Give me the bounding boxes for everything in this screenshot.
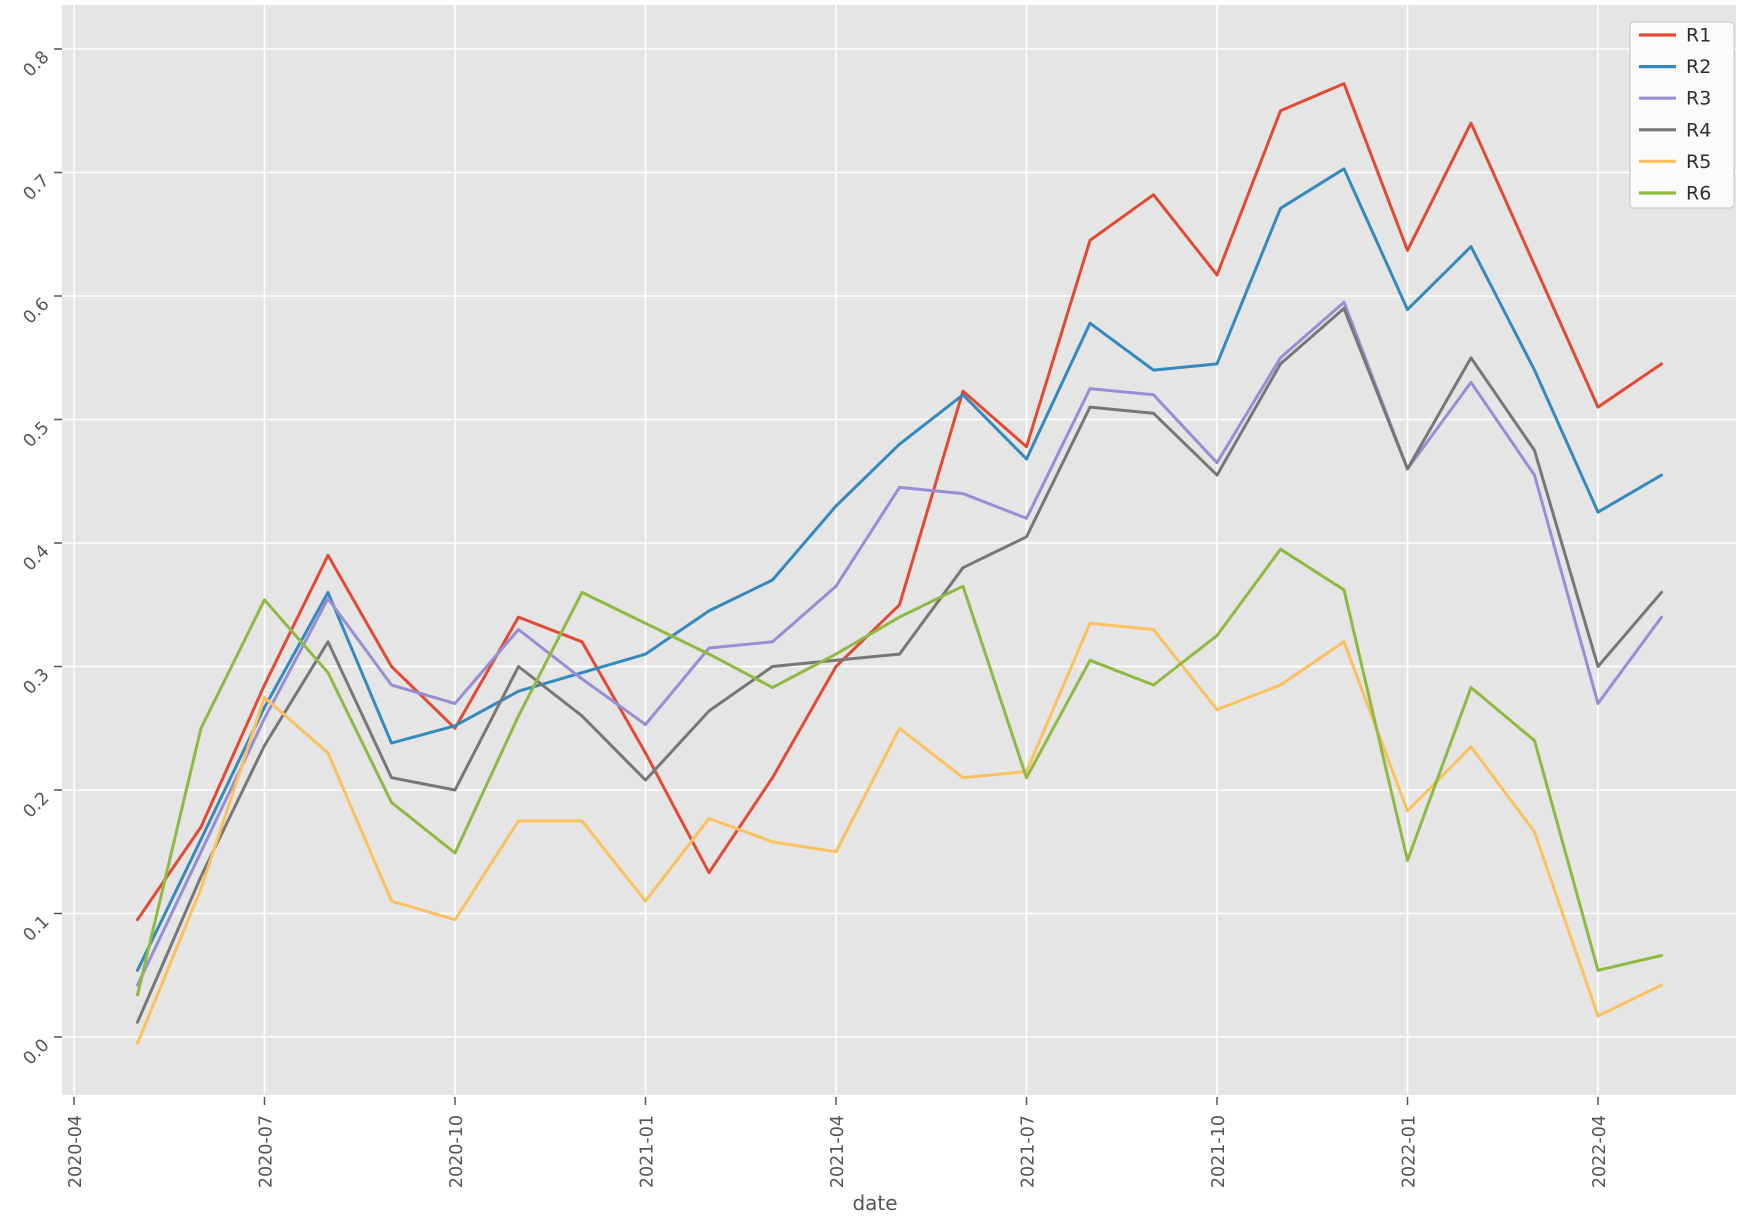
plot-area: [62, 5, 1736, 1095]
legend-box: [1629, 21, 1735, 209]
x-tick-label: 2021-07: [1019, 1115, 1039, 1188]
y-tick-label: 0.0: [20, 1035, 54, 1069]
y-tick-label: 0.6: [20, 294, 54, 328]
y-tick-label: 0.8: [20, 47, 54, 81]
legend-label-R5: R5: [1686, 151, 1711, 173]
x-tick-label: 2020-10: [447, 1115, 467, 1188]
legend-label-R6: R6: [1686, 183, 1711, 205]
legend-label-R3: R3: [1686, 88, 1711, 110]
x-tick-label: 2021-10: [1209, 1115, 1229, 1188]
legend-label-R4: R4: [1686, 119, 1711, 141]
legend-label-R2: R2: [1686, 56, 1711, 78]
series-line-R4: [136, 306, 1663, 1024]
y-tick-label: 0.1: [20, 912, 54, 946]
x-tick-label: 2020-07: [257, 1115, 277, 1188]
chart-root: 2020-04 2020-07 2020-10 2021-01 2021-04 2021-…: [20, 5, 1736, 1188]
y-tick-label: 0.5: [20, 418, 54, 452]
x-tick-label: 2022-04: [1590, 1115, 1610, 1188]
x-tick-label: 2021-01: [638, 1115, 658, 1188]
x-tick-label: 2021-04: [828, 1115, 848, 1188]
series-line-R6: [136, 547, 1663, 997]
x-tick-label: 2022-01: [1400, 1115, 1420, 1188]
legend-label-R1: R1: [1686, 25, 1711, 47]
y-tick-label: 0.3: [20, 665, 54, 699]
y-tick-label: 0.7: [20, 171, 54, 205]
series-line-R5: [136, 621, 1663, 1045]
series-line-R1: [136, 82, 1663, 922]
series-line-R2: [136, 167, 1663, 972]
y-tick-label: 0.2: [20, 788, 54, 822]
y-tick-label: 0.4: [20, 541, 54, 575]
x-axis-title: date: [852, 1191, 897, 1215]
x-tick-label: 2020-04: [66, 1115, 86, 1188]
